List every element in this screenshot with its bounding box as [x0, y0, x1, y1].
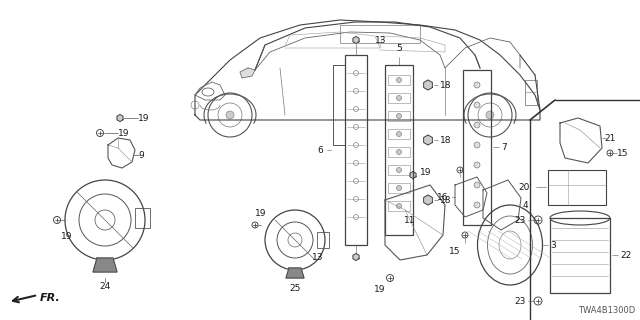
Bar — [317, 232, 329, 248]
Text: 23: 23 — [515, 215, 526, 225]
Text: 19: 19 — [374, 285, 386, 294]
Circle shape — [486, 111, 494, 119]
Text: TWA4B1300D: TWA4B1300D — [578, 306, 635, 315]
Polygon shape — [286, 268, 304, 278]
Bar — [388, 201, 410, 211]
Bar — [388, 147, 410, 157]
Circle shape — [474, 82, 480, 88]
Polygon shape — [410, 172, 416, 179]
Bar — [548, 170, 606, 205]
Circle shape — [226, 111, 234, 119]
Circle shape — [474, 202, 480, 208]
Bar — [345, 55, 367, 245]
Text: 23: 23 — [515, 297, 526, 306]
Circle shape — [474, 182, 480, 188]
Circle shape — [397, 132, 401, 137]
Text: 19: 19 — [420, 167, 431, 177]
Bar — [388, 93, 410, 103]
Bar — [388, 111, 410, 121]
Polygon shape — [353, 36, 359, 44]
Text: 19: 19 — [255, 209, 267, 218]
Text: 18: 18 — [440, 135, 451, 145]
Circle shape — [397, 149, 401, 155]
Circle shape — [397, 114, 401, 118]
Text: 22: 22 — [620, 251, 631, 260]
Polygon shape — [424, 80, 433, 90]
Bar — [525, 80, 537, 105]
Circle shape — [474, 122, 480, 128]
Polygon shape — [424, 195, 433, 205]
Text: 11: 11 — [404, 215, 416, 225]
Text: 19: 19 — [61, 232, 73, 241]
Bar — [135, 208, 150, 228]
Text: FR.: FR. — [40, 293, 61, 303]
Text: 7: 7 — [501, 142, 507, 151]
Text: 16: 16 — [437, 193, 449, 202]
Text: 9: 9 — [138, 150, 144, 159]
Bar — [388, 165, 410, 175]
Text: 18: 18 — [440, 196, 451, 204]
Text: 6: 6 — [317, 146, 323, 155]
Text: 5: 5 — [396, 44, 402, 53]
Text: 13: 13 — [312, 252, 323, 261]
Text: 25: 25 — [289, 284, 301, 293]
Text: 13: 13 — [375, 36, 387, 44]
Circle shape — [397, 95, 401, 100]
Text: 3: 3 — [550, 241, 556, 250]
Polygon shape — [117, 115, 123, 122]
Text: 19: 19 — [138, 114, 150, 123]
Bar — [463, 70, 491, 225]
Text: 24: 24 — [99, 282, 111, 291]
Circle shape — [397, 204, 401, 209]
Circle shape — [474, 142, 480, 148]
Text: 20: 20 — [518, 182, 530, 191]
Polygon shape — [424, 135, 433, 145]
Text: 21: 21 — [604, 133, 616, 142]
Bar — [550, 218, 610, 293]
Circle shape — [397, 167, 401, 172]
Circle shape — [397, 77, 401, 83]
Polygon shape — [240, 68, 255, 78]
Bar — [388, 75, 410, 85]
Polygon shape — [353, 253, 359, 260]
Text: 15: 15 — [449, 247, 461, 256]
Text: 15: 15 — [617, 148, 628, 157]
Bar — [388, 183, 410, 193]
Circle shape — [474, 162, 480, 168]
Text: 18: 18 — [440, 81, 451, 90]
Circle shape — [397, 186, 401, 190]
Circle shape — [474, 102, 480, 108]
Polygon shape — [93, 258, 117, 272]
Bar — [385, 65, 413, 235]
Text: 4: 4 — [523, 201, 529, 210]
Bar — [388, 129, 410, 139]
Text: 19: 19 — [118, 129, 129, 138]
Bar — [340, 25, 420, 43]
